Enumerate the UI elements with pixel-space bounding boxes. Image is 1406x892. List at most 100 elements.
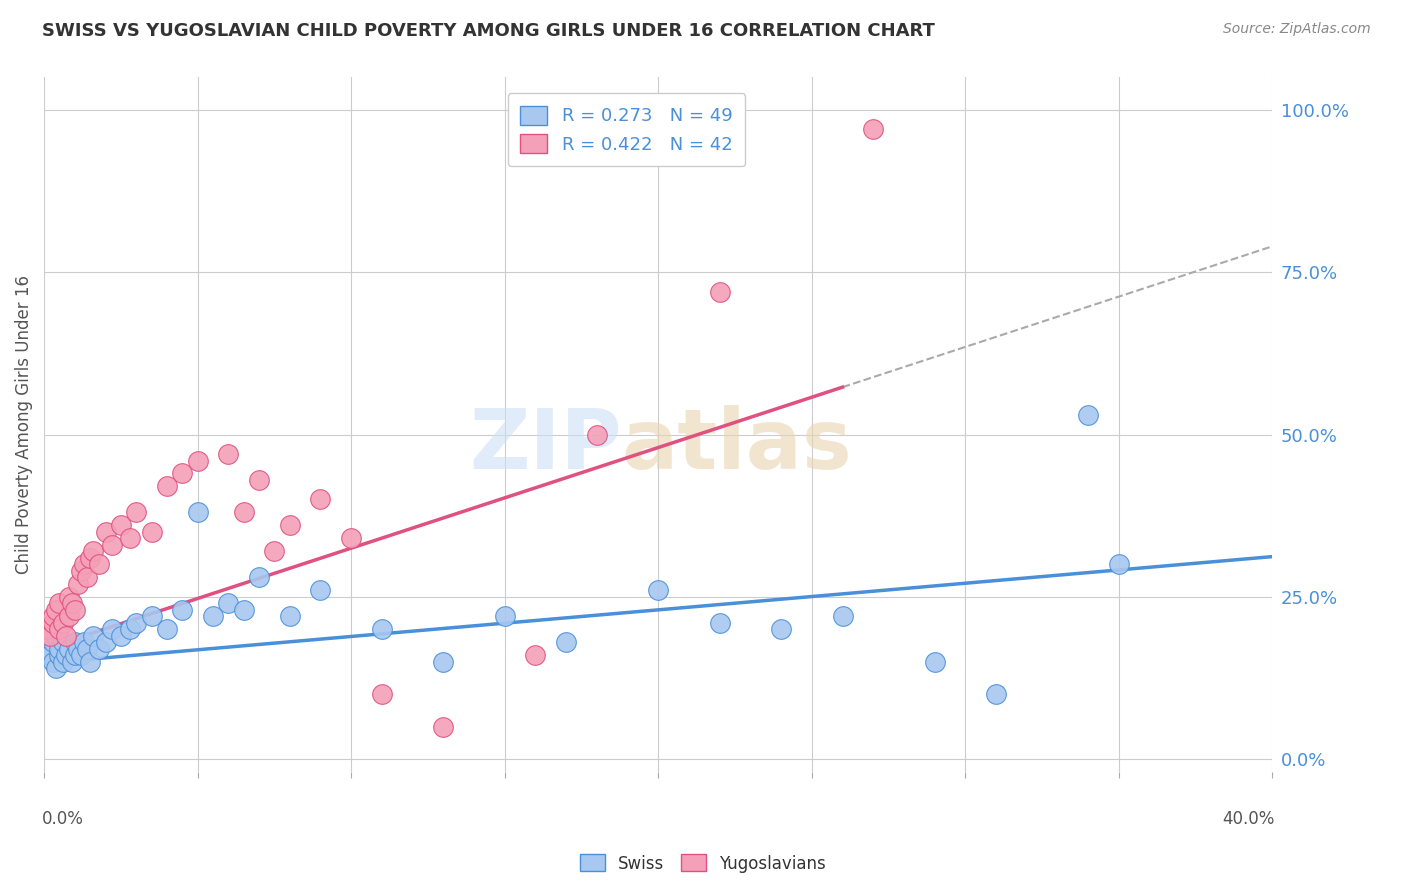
Point — [94, 635, 117, 649]
Point — [172, 467, 194, 481]
Point — [217, 447, 239, 461]
Point — [100, 623, 122, 637]
Point — [51, 655, 73, 669]
Point — [524, 648, 547, 663]
Point — [831, 609, 853, 624]
Point — [120, 532, 142, 546]
Point — [82, 544, 104, 558]
Point — [263, 544, 285, 558]
Point — [770, 623, 793, 637]
Point — [278, 609, 301, 624]
Point — [141, 609, 163, 624]
Legend: R = 0.273   N = 49, R = 0.422   N = 42: R = 0.273 N = 49, R = 0.422 N = 42 — [508, 94, 745, 167]
Point — [58, 590, 80, 604]
Point — [1108, 558, 1130, 572]
Point — [984, 687, 1007, 701]
Point — [63, 648, 86, 663]
Text: 0.0%: 0.0% — [42, 810, 83, 829]
Point — [187, 453, 209, 467]
Point — [48, 596, 70, 610]
Point — [45, 603, 67, 617]
Point — [37, 623, 59, 637]
Legend: Swiss, Yugoslavians: Swiss, Yugoslavians — [574, 847, 832, 880]
Point — [63, 635, 86, 649]
Point — [247, 570, 270, 584]
Point — [58, 609, 80, 624]
Point — [51, 615, 73, 630]
Point — [232, 505, 254, 519]
Point — [55, 629, 77, 643]
Y-axis label: Child Poverty Among Girls Under 16: Child Poverty Among Girls Under 16 — [15, 276, 32, 574]
Point — [48, 641, 70, 656]
Point — [100, 538, 122, 552]
Point — [79, 550, 101, 565]
Point — [48, 623, 70, 637]
Point — [110, 629, 132, 643]
Point — [58, 641, 80, 656]
Point — [555, 635, 578, 649]
Text: ZIP: ZIP — [470, 405, 621, 486]
Point — [371, 687, 394, 701]
Point — [39, 648, 62, 663]
Point — [120, 623, 142, 637]
Point — [125, 505, 148, 519]
Point — [862, 122, 884, 136]
Point — [371, 623, 394, 637]
Point — [309, 583, 332, 598]
Point — [586, 427, 609, 442]
Point — [76, 641, 98, 656]
Point — [39, 629, 62, 643]
Point — [45, 629, 67, 643]
Text: atlas: atlas — [621, 405, 852, 486]
Point — [66, 577, 89, 591]
Text: 40.0%: 40.0% — [1223, 810, 1275, 829]
Point — [51, 635, 73, 649]
Point — [432, 720, 454, 734]
Point — [42, 655, 65, 669]
Point — [156, 479, 179, 493]
Point — [217, 596, 239, 610]
Point — [45, 661, 67, 675]
Point — [70, 648, 93, 663]
Point — [247, 473, 270, 487]
Point — [89, 641, 111, 656]
Point — [76, 570, 98, 584]
Point — [709, 285, 731, 299]
Point — [60, 596, 83, 610]
Point — [73, 635, 96, 649]
Point — [309, 492, 332, 507]
Point — [172, 603, 194, 617]
Point — [37, 641, 59, 656]
Point — [66, 641, 89, 656]
Point — [232, 603, 254, 617]
Point — [48, 648, 70, 663]
Point — [70, 564, 93, 578]
Point — [141, 524, 163, 539]
Point — [432, 655, 454, 669]
Point — [55, 648, 77, 663]
Point — [94, 524, 117, 539]
Point — [82, 629, 104, 643]
Point — [125, 615, 148, 630]
Point — [924, 655, 946, 669]
Point — [79, 655, 101, 669]
Point — [647, 583, 669, 598]
Point — [89, 558, 111, 572]
Point — [709, 615, 731, 630]
Point — [63, 603, 86, 617]
Point — [156, 623, 179, 637]
Text: Source: ZipAtlas.com: Source: ZipAtlas.com — [1223, 22, 1371, 37]
Point — [278, 518, 301, 533]
Point — [202, 609, 225, 624]
Point — [187, 505, 209, 519]
Point — [73, 558, 96, 572]
Point — [42, 615, 65, 630]
Point — [42, 635, 65, 649]
Point — [110, 518, 132, 533]
Point — [1077, 408, 1099, 422]
Point — [42, 609, 65, 624]
Point — [340, 532, 363, 546]
Point — [494, 609, 516, 624]
Point — [60, 655, 83, 669]
Text: SWISS VS YUGOSLAVIAN CHILD POVERTY AMONG GIRLS UNDER 16 CORRELATION CHART: SWISS VS YUGOSLAVIAN CHILD POVERTY AMONG… — [42, 22, 935, 40]
